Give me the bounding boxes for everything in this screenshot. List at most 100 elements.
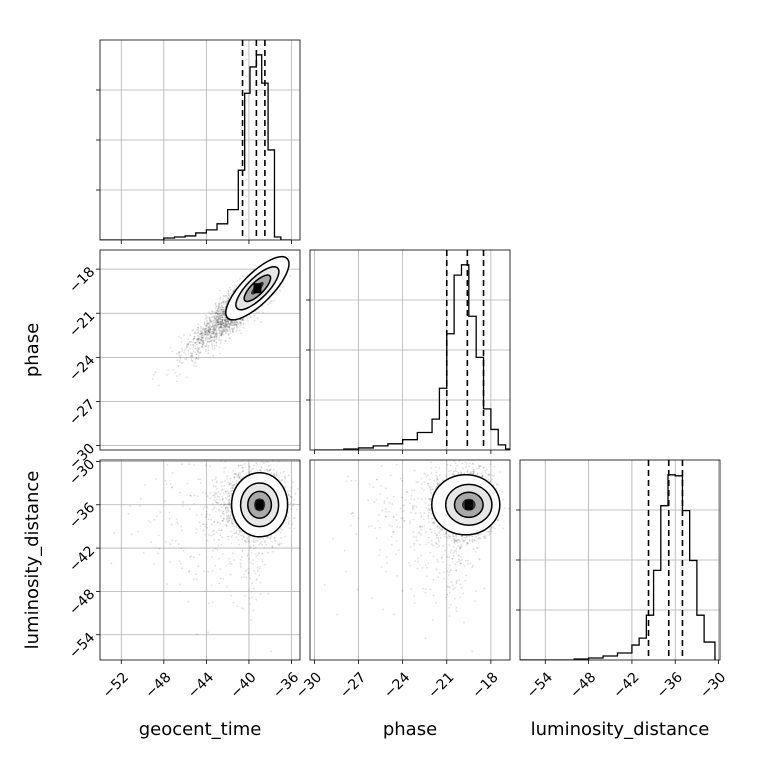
- sample-point: [188, 570, 191, 572]
- sample-point: [203, 342, 205, 344]
- sample-point: [171, 539, 174, 542]
- hist-bar: [250, 67, 256, 240]
- sample-point: [207, 328, 210, 331]
- ticks: [96, 89, 292, 244]
- sample-point: [208, 338, 211, 341]
- sample-point: [213, 340, 216, 342]
- panel-frame: [99, 249, 301, 451]
- sample-point: [203, 506, 206, 509]
- sample-point: [177, 365, 179, 368]
- sample-point: [213, 329, 216, 332]
- sample-point: [222, 318, 224, 321]
- sample-point: [212, 331, 215, 334]
- sample-point: [221, 306, 224, 309]
- sample-point: [224, 323, 227, 326]
- sample-point: [220, 332, 223, 335]
- sample-point: [235, 321, 238, 323]
- hist-bar: [403, 440, 418, 450]
- sample-point: [209, 318, 212, 321]
- sample-point: [254, 541, 256, 543]
- sample-point: [222, 319, 224, 321]
- sample-point: [230, 323, 232, 326]
- sample-point: [187, 352, 190, 355]
- sample-point: [197, 350, 199, 352]
- sample-point: [244, 594, 247, 597]
- sample-point: [217, 313, 220, 316]
- sample-point: [216, 549, 219, 551]
- sample-point: [258, 552, 260, 555]
- sample-point: [202, 328, 205, 331]
- sample-point: [212, 549, 214, 552]
- sample-point: [221, 316, 223, 318]
- sample-point: [243, 532, 246, 535]
- sample-point: [159, 511, 162, 513]
- sample-point: [222, 326, 225, 329]
- sample-point: [237, 474, 240, 476]
- sample-point: [240, 576, 243, 579]
- sample-point: [219, 332, 222, 335]
- sample-point: [249, 545, 252, 548]
- sample-point: [223, 303, 226, 306]
- sample-point: [206, 329, 208, 332]
- sample-point: [241, 538, 244, 541]
- sample-point: [221, 308, 224, 311]
- sample-point: [199, 330, 202, 332]
- sample-point: [214, 338, 216, 341]
- hist-bar: [268, 150, 274, 240]
- sample-point: [194, 358, 197, 361]
- sample-point: [250, 618, 252, 621]
- sample-point: [197, 323, 200, 326]
- sample-point: [222, 328, 225, 331]
- sample-point: [218, 326, 221, 329]
- sample-point: [215, 327, 218, 329]
- sample-point: [219, 342, 222, 345]
- sample-point: [201, 339, 204, 341]
- sample-point: [235, 330, 237, 333]
- sample-point: [207, 338, 210, 340]
- sample-point: [181, 361, 184, 364]
- sample-point: [231, 324, 234, 327]
- sample-point: [235, 326, 238, 328]
- sample-point: [210, 336, 212, 338]
- sample-point: [218, 346, 221, 349]
- sample-point: [267, 465, 270, 467]
- sample-point: [219, 323, 221, 326]
- sample-point: [226, 490, 229, 493]
- sample-point: [219, 320, 222, 323]
- sample-point: [215, 311, 218, 314]
- sample-point: [230, 489, 233, 492]
- sample-point: [139, 504, 142, 507]
- sample-point: [221, 316, 224, 319]
- sample-point: [224, 480, 227, 482]
- sample-point: [190, 352, 192, 354]
- sample-point: [224, 329, 227, 331]
- sample-point: [221, 305, 224, 307]
- sample-point: [259, 469, 262, 472]
- sample-point: [219, 321, 222, 323]
- sample-point: [227, 515, 230, 517]
- sample-point: [207, 331, 210, 334]
- sample-point: [213, 347, 216, 350]
- sample-point: [231, 328, 234, 331]
- sample-point: [186, 482, 189, 485]
- sample-point: [182, 549, 185, 552]
- sample-point: [248, 314, 251, 317]
- sample-point: [221, 323, 224, 326]
- sample-point: [227, 510, 230, 512]
- sample-point: [206, 513, 209, 516]
- sample-point: [211, 344, 213, 347]
- sample-point: [224, 318, 227, 321]
- sample-point: [219, 522, 222, 525]
- sample-point: [241, 318, 244, 320]
- sample-point: [227, 299, 229, 302]
- sample-point: [228, 322, 231, 325]
- sample-point: [213, 311, 216, 313]
- sample-point: [289, 495, 292, 498]
- sample-point: [225, 331, 228, 334]
- sample-point: [215, 333, 218, 336]
- sample-point: [240, 319, 243, 322]
- sample-point: [277, 530, 280, 533]
- sample-point: [150, 541, 152, 543]
- sample-point: [256, 469, 259, 472]
- sample-point: [225, 509, 228, 511]
